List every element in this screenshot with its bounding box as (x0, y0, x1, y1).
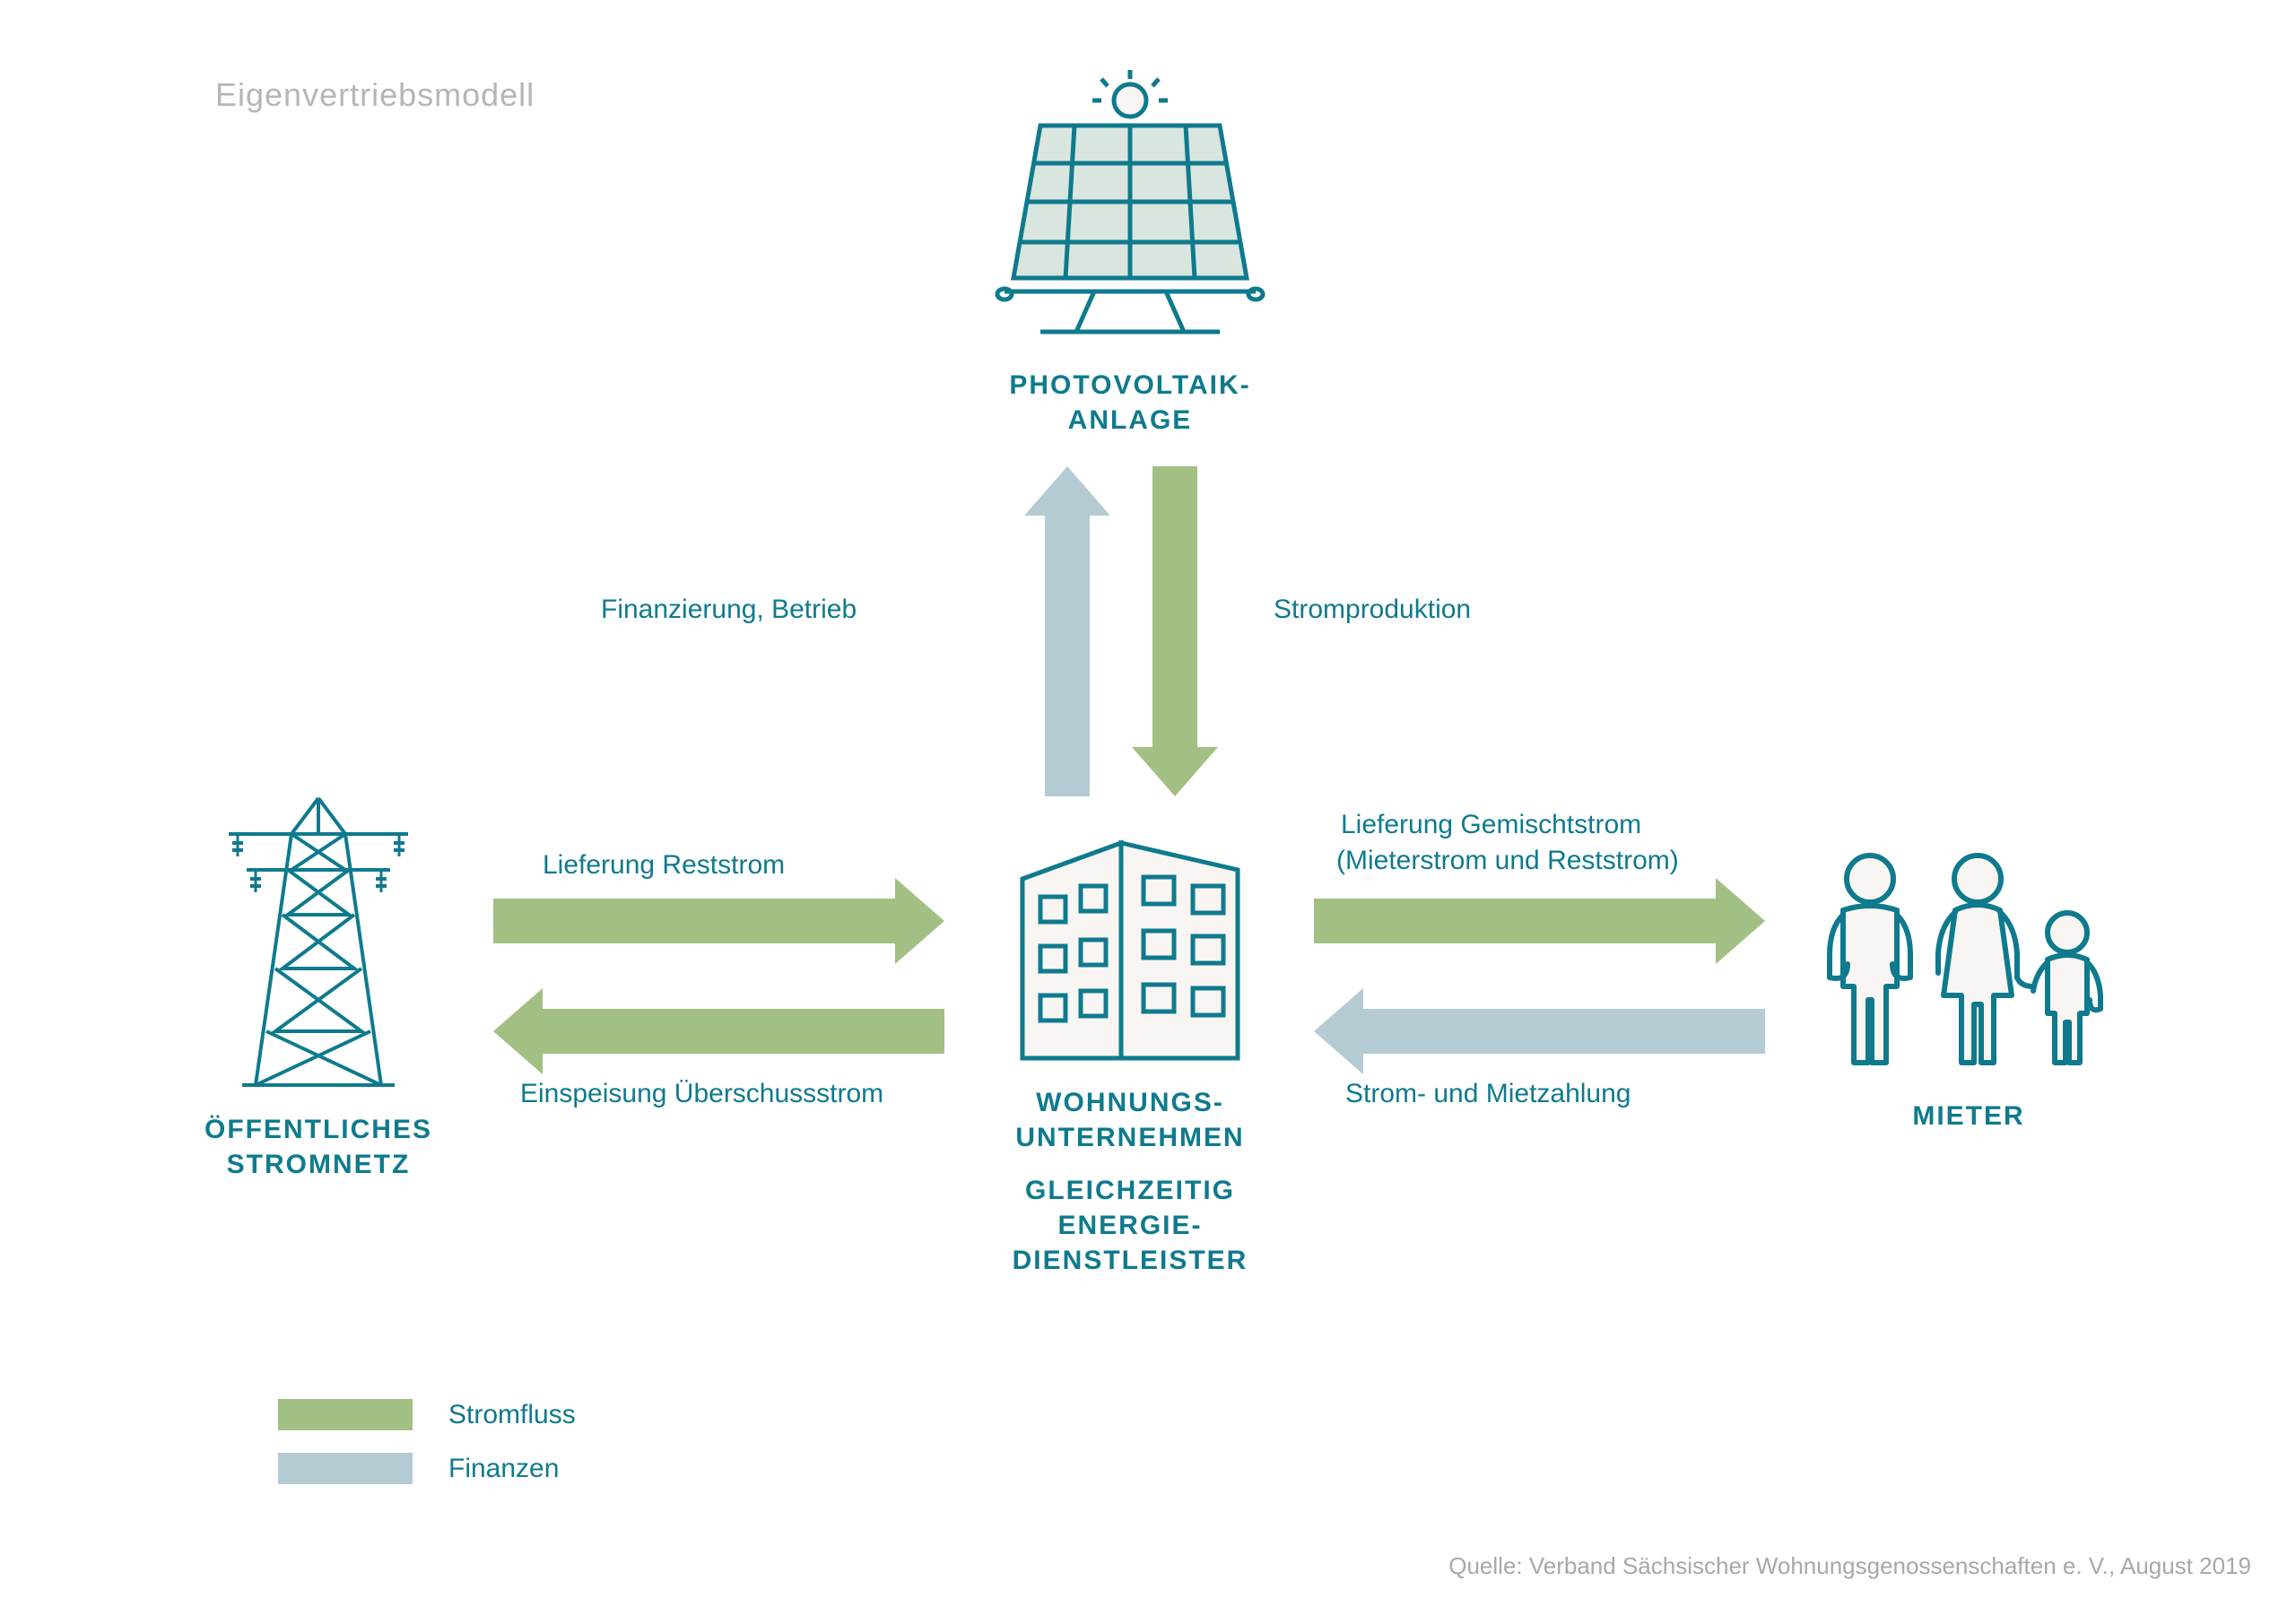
housing-label-2: UNTERNEHMEN (973, 1120, 1287, 1155)
pv-node: PHOTOVOLTAIK-ANLAGE (951, 63, 1309, 438)
tenants-node: MIETER (1780, 847, 2157, 1134)
grid-label-2: STROMNETZ (157, 1147, 480, 1182)
tenants-label: MIETER (1780, 1099, 2157, 1134)
housing-label-1: WOHNUNGS- (973, 1085, 1287, 1120)
legend-power-swatch (278, 1399, 413, 1430)
housing-node: WOHNUNGS- UNTERNEHMEN GLEICHZEITIG ENERG… (973, 834, 1287, 1278)
housing-label-4: ENERGIE- (973, 1208, 1287, 1243)
mixed-label-1: Lieferung Gemischtstrom (1341, 807, 1641, 842)
payment-label: Strom- und Mietzahlung (1345, 1076, 1631, 1111)
diagram-title: Eigenvertriebsmodell (215, 76, 535, 114)
legend-finance-row: Finanzen (278, 1453, 576, 1484)
legend-finance-text: Finanzen (448, 1454, 559, 1484)
residual-label: Lieferung Reststrom (543, 847, 785, 882)
production-label: Stromproduktion (1274, 592, 1471, 627)
legend-finance-swatch (278, 1453, 413, 1484)
people-icon (1798, 847, 2139, 1081)
surplus-label: Einspeisung Überschussstrom (520, 1076, 883, 1111)
housing-label-5: DIENSTLEISTER (973, 1243, 1287, 1278)
grid-label-1: ÖFFENTLICHES (157, 1112, 480, 1147)
pv-label: PHOTOVOLTAIK-ANLAGE (951, 368, 1309, 438)
mixed-label-2: (Mieterstrom und Reststrom) (1336, 843, 1679, 878)
building-icon (1004, 834, 1256, 1067)
legend-power-row: Stromfluss (278, 1399, 576, 1430)
legend: Stromfluss Finanzen (278, 1399, 576, 1507)
solar-panel-icon (969, 63, 1292, 350)
housing-label-3: GLEICHZEITIG (973, 1173, 1287, 1208)
financing-label: Finanzierung, Betrieb (601, 592, 857, 627)
grid-node: ÖFFENTLICHES STROMNETZ (157, 789, 480, 1182)
power-tower-icon (202, 789, 435, 1094)
legend-power-text: Stromfluss (448, 1400, 576, 1430)
source-text: Quelle: Verband Sächsischer Wohnungsgeno… (1448, 1552, 2251, 1580)
